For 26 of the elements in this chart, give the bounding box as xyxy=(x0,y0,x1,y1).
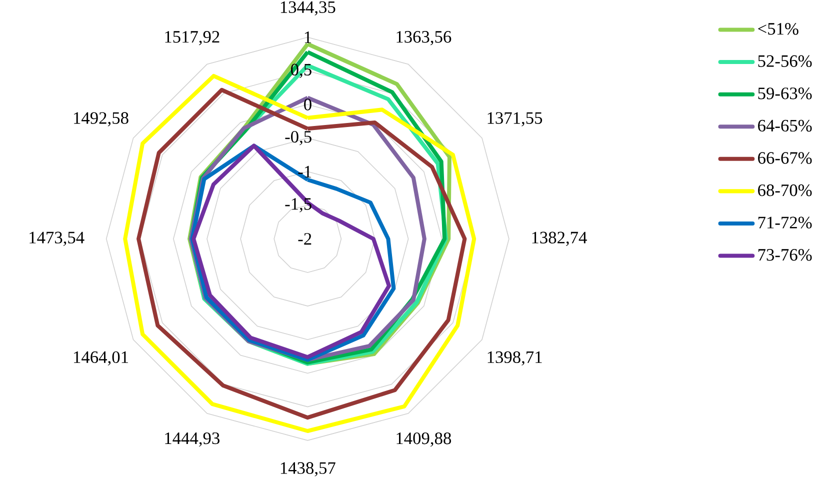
legend-label: 66-67% xyxy=(758,152,812,164)
legend-label: <51% xyxy=(758,23,798,35)
y-tick-label: -0,5 xyxy=(285,131,312,146)
spoke-label: 1382,74 xyxy=(532,232,587,246)
y-tick-label: -1,5 xyxy=(285,198,312,212)
legend-label: 64-65% xyxy=(758,120,812,132)
spoke-label: 1438,57 xyxy=(280,462,336,477)
spoke-label: 1409,88 xyxy=(396,432,452,447)
spoke-label: 1398,71 xyxy=(488,351,542,366)
spoke-label: 1444,93 xyxy=(165,432,220,447)
y-tick-label: -1 xyxy=(298,166,312,178)
y-tick-label: 0 xyxy=(304,98,312,110)
spoke-label: 1492,58 xyxy=(74,112,128,127)
y-tick-label: -2 xyxy=(298,233,312,245)
spoke-label: 1464,01 xyxy=(74,351,128,366)
spoke-label: 1371,55 xyxy=(488,112,542,127)
legend-label: 73-76% xyxy=(758,249,812,261)
spoke-label: 1363,56 xyxy=(396,31,452,46)
spoke-label: 1517,92 xyxy=(165,31,220,46)
y-tick-label: 1 xyxy=(304,32,312,44)
spoke-label: 1473,54 xyxy=(30,232,84,246)
spoke-label: 1344,35 xyxy=(280,1,336,16)
legend-label: 71-72% xyxy=(758,216,812,229)
legend-label: 68-70% xyxy=(758,184,812,196)
legend-label: 59-63% xyxy=(758,88,812,100)
legend-label: 52-56% xyxy=(758,55,812,68)
